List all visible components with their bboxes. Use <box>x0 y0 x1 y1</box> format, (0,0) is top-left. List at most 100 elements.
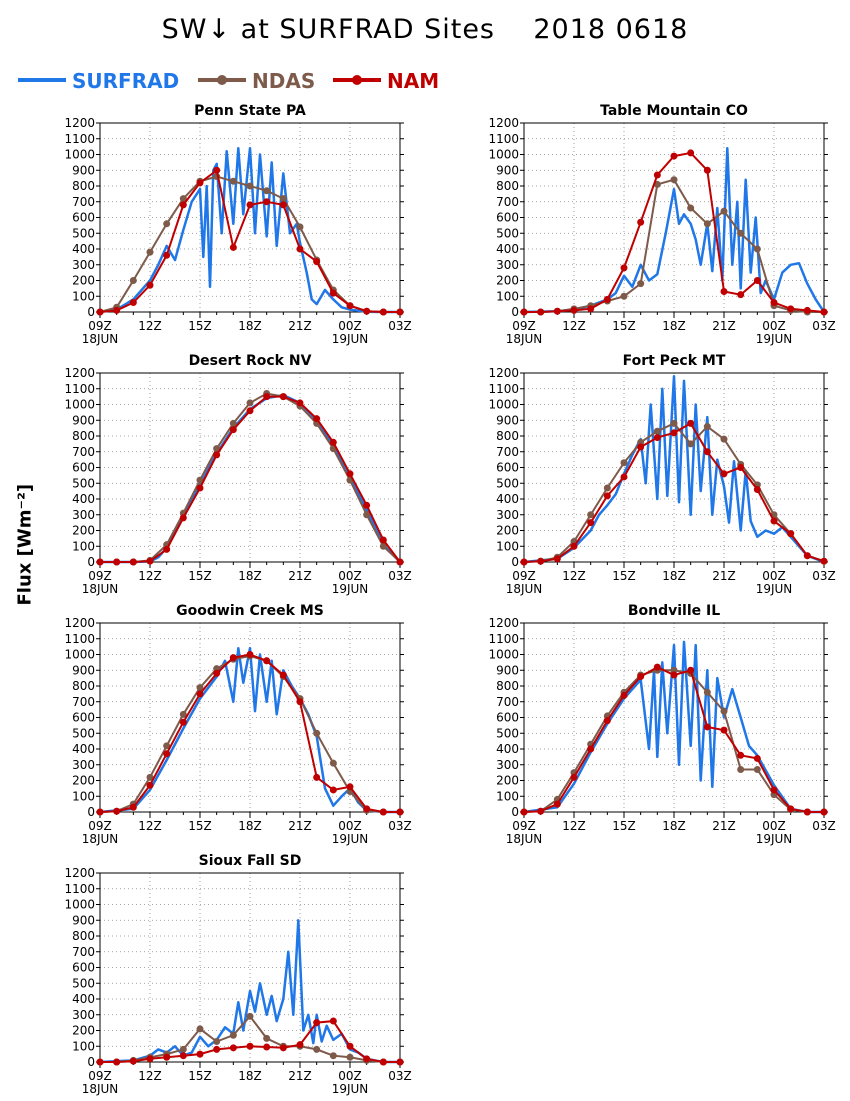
y-tick-label: 0 <box>511 805 519 819</box>
point-nam <box>820 308 828 316</box>
point-nam <box>587 305 595 313</box>
y-tick-label: 300 <box>496 758 519 772</box>
point-nam <box>537 807 545 815</box>
series-surfrad <box>523 640 824 814</box>
point-nam <box>787 805 795 813</box>
point-nam <box>246 651 254 658</box>
y-tick-label: 1100 <box>64 132 95 146</box>
y-tick-label: 0 <box>87 805 95 819</box>
x-tick-label: 15Z <box>188 319 212 333</box>
x-tick-label: 15Z <box>188 569 212 583</box>
point-ndas <box>196 684 204 692</box>
x-tick-label: 21Z <box>288 319 312 333</box>
point-ndas <box>620 292 628 300</box>
y-tick-label: 600 <box>496 711 519 725</box>
panel-svg: Penn State PA010020030040050060070080090… <box>64 103 411 346</box>
point-nam <box>787 530 795 538</box>
y-tick-label: 100 <box>496 539 519 553</box>
point-nam <box>379 536 387 544</box>
point-nam <box>653 663 661 671</box>
point-nam <box>396 558 404 566</box>
y-tick-label: 500 <box>496 226 519 240</box>
x-date-label: 18JUN <box>82 582 119 596</box>
y-tick-label: 1200 <box>64 866 95 880</box>
point-nam <box>313 773 321 781</box>
point-ndas <box>753 245 761 253</box>
point-nam <box>329 438 337 446</box>
point-nam <box>146 1055 154 1063</box>
x-date-label: 19JUN <box>332 1082 369 1096</box>
point-nam <box>720 726 728 734</box>
chart-title: SW↓ at SURFRAD Sites 2018 0618 <box>161 14 689 45</box>
panel-3: Fort Peck MT 0 100 200 300 400 500 600 700 800 900… <box>464 348 844 601</box>
y-tick-label: 500 <box>72 476 95 490</box>
panel-5: Bondville IL 0 100 200 300 400 500 600 700 800 900… <box>464 598 844 851</box>
point-ndas <box>587 511 595 519</box>
point-nam <box>296 1041 304 1049</box>
y-tick-label: 600 <box>72 211 95 225</box>
point-nam <box>296 698 304 706</box>
point-nam <box>396 808 404 816</box>
point-nam <box>570 542 578 550</box>
panel-title: Desert Rock NV <box>189 353 312 369</box>
y-tick-label: 1000 <box>64 898 95 912</box>
point-nam <box>803 306 811 314</box>
y-tick-label: 200 <box>496 274 519 288</box>
y-tick-label: 1000 <box>488 148 519 162</box>
y-tick-label: 900 <box>496 163 519 177</box>
x-tick-label: 12Z <box>138 569 162 583</box>
point-nam <box>246 407 254 415</box>
point-nam <box>753 486 761 494</box>
point-nam <box>637 443 645 451</box>
x-tick-label: 00Z <box>338 319 362 333</box>
point-nam <box>163 750 171 758</box>
point-nam <box>313 258 321 266</box>
y-tick-label: 900 <box>496 413 519 427</box>
point-ndas <box>196 1025 204 1033</box>
point-nam <box>129 1057 137 1065</box>
point-nam <box>213 451 221 459</box>
point-nam <box>213 166 221 174</box>
x-tick-label: 09Z <box>88 1069 112 1083</box>
point-nam <box>737 291 745 299</box>
point-ndas <box>670 176 678 184</box>
y-tick-label: 900 <box>496 663 519 677</box>
point-nam <box>720 470 728 478</box>
point-ndas <box>737 229 745 237</box>
x-tick-label: 09Z <box>88 319 112 333</box>
point-nam <box>737 751 745 759</box>
point-ndas <box>196 476 204 484</box>
point-nam <box>820 557 828 565</box>
x-tick-label: 12Z <box>138 819 162 833</box>
panel-svg: Desert Rock NV01002003004005006007008009… <box>64 353 411 596</box>
panel-svg: Sioux Fall SD010020030040050060070080090… <box>64 853 411 1096</box>
panel-title: Bondville IL <box>628 603 720 619</box>
x-tick-label: 12Z <box>562 569 586 583</box>
x-tick-label: 03Z <box>812 569 836 583</box>
point-nam <box>770 517 778 525</box>
point-ndas <box>346 1053 354 1061</box>
point-ndas <box>687 440 695 448</box>
point-nam <box>703 166 711 174</box>
point-ndas <box>179 1045 187 1053</box>
x-tick-label: 18Z <box>662 569 686 583</box>
point-nam <box>570 306 578 314</box>
point-nam <box>263 657 271 665</box>
y-tick-label: 800 <box>496 179 519 193</box>
x-tick-label: 21Z <box>712 569 736 583</box>
point-nam <box>229 1044 237 1052</box>
y-tick-label: 0 <box>511 305 519 319</box>
x-tick-label: 21Z <box>288 569 312 583</box>
y-tick-label: 700 <box>72 695 95 709</box>
point-ndas <box>179 710 187 718</box>
y-tick-label: 700 <box>496 195 519 209</box>
point-nam <box>603 717 611 725</box>
point-nam <box>687 149 695 157</box>
point-nam <box>687 419 695 427</box>
y-tick-label: 200 <box>72 1024 95 1038</box>
x-tick-label: 18Z <box>662 319 686 333</box>
point-nam <box>229 243 237 251</box>
y-tick-label: 1000 <box>488 398 519 412</box>
x-tick-label: 18Z <box>662 819 686 833</box>
point-nam <box>703 448 711 456</box>
